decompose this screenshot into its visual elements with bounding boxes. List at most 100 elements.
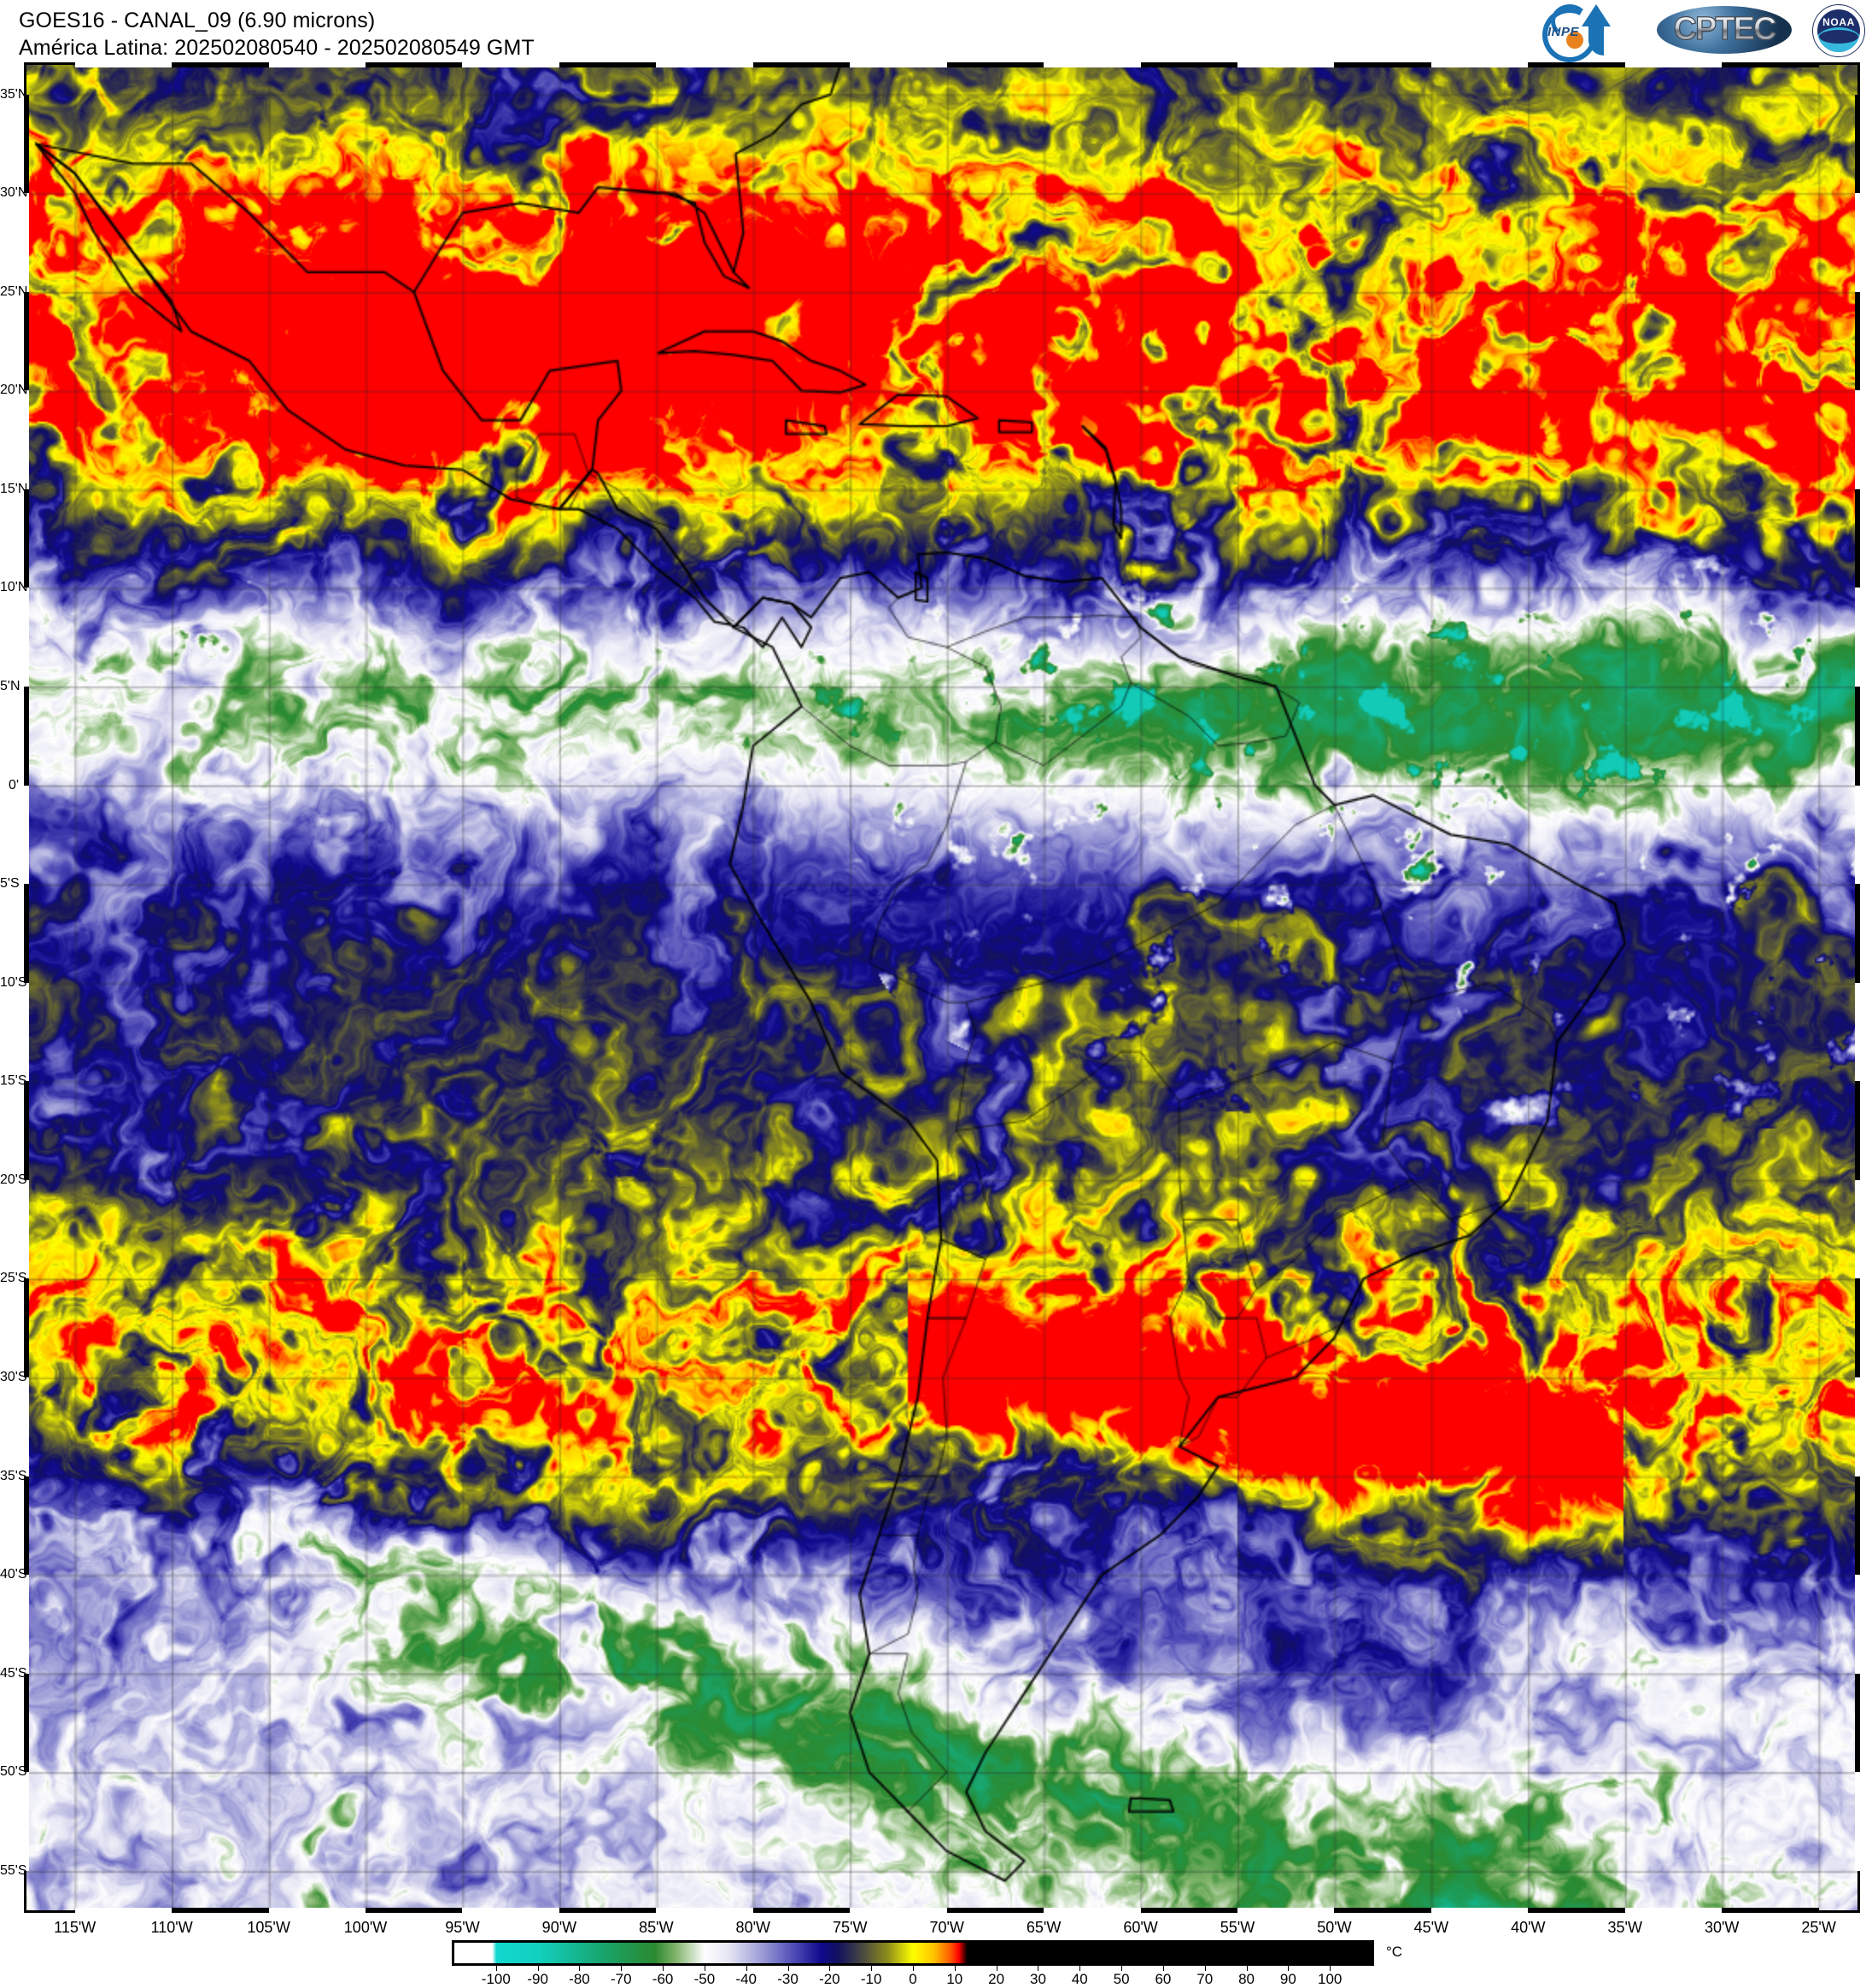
lon-tick-label: 85'W <box>639 1919 674 1936</box>
colorbar-tick <box>1330 1966 1331 1971</box>
colorbar-tick-label: -100 <box>481 1971 511 1987</box>
lon-tick-label: 35'W <box>1607 1919 1642 1936</box>
lat-tick-label: 55'S <box>0 1862 27 1878</box>
lon-tick-label: 65'W <box>1026 1919 1062 1936</box>
colorbar-tick-label: -90 <box>527 1971 548 1987</box>
logo-group: INPE CPTEC NOAA <box>1535 0 1865 70</box>
colorbar-tick-label: 20 <box>988 1971 1005 1987</box>
lon-tick-label: 45'W <box>1413 1919 1449 1936</box>
lat-tick-label: 50'S <box>0 1764 27 1780</box>
lon-tick-label: 55'W <box>1220 1919 1255 1936</box>
inpe-arrow-tail-icon <box>1588 25 1604 56</box>
header: GOES16 - CANAL_09 (6.90 microns) América… <box>0 0 1872 70</box>
colorbar-tick-label: -20 <box>819 1971 840 1987</box>
colorbar-tick-label: 50 <box>1113 1971 1130 1987</box>
lat-tick-label: 35'N <box>0 86 28 102</box>
colorbar-tick <box>787 1966 789 1971</box>
lon-tick-label: 105'W <box>247 1919 290 1936</box>
lat-tick-label: 15'N <box>0 481 28 496</box>
colorbar-tick <box>954 1966 956 1971</box>
colorbar-tick-label: -40 <box>735 1971 758 1987</box>
lat-tick-label: 25'S <box>0 1271 27 1286</box>
colorbar-tick-label: 100 <box>1317 1971 1343 1987</box>
colorbar-unit-label: °C <box>1386 1944 1403 1960</box>
lon-tick-label: 40'W <box>1511 1919 1546 1936</box>
lon-tick-label: 80'W <box>735 1919 771 1936</box>
lon-tick-label: 60'W <box>1123 1919 1158 1936</box>
colorbar-tick <box>746 1966 747 1971</box>
noaa-logo: NOAA <box>1811 3 1865 57</box>
lat-tick-label: 0' <box>9 777 19 792</box>
inpe-inner-arc-icon <box>1551 4 1588 38</box>
colorbar-tick-label: 80 <box>1238 1971 1255 1987</box>
colorbar-tick-label: 70 <box>1196 1971 1214 1987</box>
colorbar-tick <box>495 1966 497 1971</box>
lat-tick-label: 25'N <box>0 284 28 299</box>
map-frame-border <box>24 62 1860 1913</box>
colorbar-tick <box>1121 1966 1123 1971</box>
colorbar-tick <box>663 1966 664 1971</box>
lat-tick-label: 45'S <box>0 1665 27 1681</box>
lat-tick-label: 30'N <box>0 185 28 201</box>
lat-tick-label: 40'S <box>0 1567 27 1582</box>
colorbar-tick-label: -70 <box>610 1971 632 1987</box>
lat-tick-label: 5'S <box>0 876 20 892</box>
inpe-logo-label: INPE <box>1547 25 1580 39</box>
lat-tick-label: 5'N <box>0 679 20 694</box>
colorbar-tick-label: 60 <box>1155 1971 1172 1987</box>
lat-tick-label: 15'S <box>0 1073 27 1089</box>
lat-tick-label: 10'S <box>0 974 27 990</box>
colorbar-tick-label: -60 <box>652 1971 674 1987</box>
globe-icon <box>1657 6 1792 54</box>
lon-tick-label: 90'W <box>541 1919 577 1936</box>
noaa-seal-icon: NOAA <box>1812 4 1865 57</box>
colorbar-tick <box>579 1966 581 1971</box>
colorbar-tick-label: 10 <box>946 1971 963 1987</box>
lat-tick-label: 35'S <box>0 1468 27 1483</box>
colorbar-tick <box>537 1966 539 1971</box>
colorbar-tick-label: -80 <box>569 1971 590 1987</box>
lon-tick-label: 25'W <box>1801 1919 1836 1936</box>
lat-tick-label: 10'N <box>0 580 28 595</box>
colorbar-tick-label: -50 <box>693 1971 716 1987</box>
colorbar-tick <box>1079 1966 1081 1971</box>
colorbar-tick <box>1246 1966 1248 1971</box>
colorbar-tick <box>871 1966 873 1971</box>
lon-tick-label: 100'W <box>343 1919 388 1936</box>
region-timestamp: América Latina: 202502080540 - 202502080… <box>19 36 535 60</box>
lon-tick-label: 30'W <box>1704 1919 1740 1936</box>
colorbar-tick-label: 30 <box>1029 1971 1046 1987</box>
inpe-orange-dot-icon <box>1566 32 1583 49</box>
title-block: GOES16 - CANAL_09 (6.90 microns) América… <box>19 7 535 61</box>
colorbar: °C -100 -90 -80 -70 -60 -50 -40 -30 -20 -10 0 10 20 3… <box>452 1940 1468 1988</box>
lat-tick-label: 30'S <box>0 1369 27 1384</box>
satellite-map[interactable] <box>24 62 1860 1913</box>
colorbar-tick-label: -10 <box>860 1971 882 1987</box>
lat-tick-label: 20'S <box>0 1172 27 1187</box>
colorbar-tick <box>829 1966 831 1971</box>
colorbar-tick <box>1288 1966 1290 1971</box>
noaa-seal-inner-icon <box>1817 9 1860 52</box>
colorbar-tick <box>1204 1966 1206 1971</box>
colorbar-tick-label: 0 <box>909 1971 917 1987</box>
product-title: GOES16 - CANAL_09 (6.90 microns) <box>19 9 376 32</box>
colorbar-tick-label: 90 <box>1279 1971 1296 1987</box>
colorbar-gradient <box>452 1940 1374 1966</box>
lon-tick-label: 110'W <box>150 1919 193 1936</box>
noaa-logo-label: NOAA <box>1822 16 1855 28</box>
inpe-logo: INPE <box>1535 0 1638 70</box>
satellite-image-canvas <box>26 65 1857 1910</box>
colorbar-tick <box>1162 1966 1164 1971</box>
colorbar-tick-label: -30 <box>777 1971 799 1987</box>
lon-tick-label: 70'W <box>929 1919 964 1936</box>
colorbar-tick-label: 40 <box>1071 1971 1088 1987</box>
colorbar-tick <box>913 1966 914 1971</box>
lon-tick-label: 75'W <box>832 1919 868 1936</box>
colorbar-tick <box>621 1966 623 1971</box>
noaa-wave-cut-icon <box>1819 30 1858 44</box>
lat-tick-label: 20'N <box>0 383 28 398</box>
cptec-logo-label: CPTEC <box>1652 12 1797 45</box>
inpe-arrow-icon <box>1582 4 1611 26</box>
lon-tick-label: 115'W <box>54 1919 97 1936</box>
lon-tick-label: 50'W <box>1317 1919 1352 1936</box>
